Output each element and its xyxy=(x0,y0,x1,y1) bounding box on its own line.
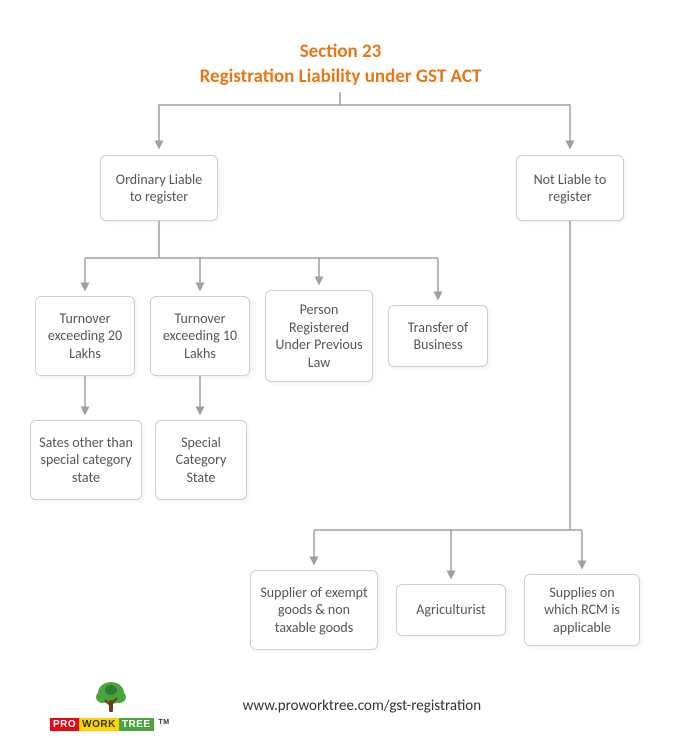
node-transfer-business: Transfer of Business xyxy=(388,305,488,367)
logo-work: WORK xyxy=(79,718,119,731)
node-label: Sates other than special category state xyxy=(39,434,133,487)
node-turnover-20: Turnover exceeding 20 Lakhs xyxy=(35,296,135,376)
footer-url: www.proworktree.com/gst-registration xyxy=(243,697,481,715)
node-previous-law: Person Registered Under Previous Law xyxy=(265,290,373,382)
node-label: Supplies on which RCM is applicable xyxy=(533,584,631,637)
node-label: Turnover exceeding 10 Lakhs xyxy=(159,310,241,363)
node-label: Turnover exceeding 20 Lakhs xyxy=(44,310,126,363)
node-label: Person Registered Under Previous Law xyxy=(274,301,364,371)
node-agriculturist: Agriculturist xyxy=(396,584,506,636)
node-label: Agriculturist xyxy=(416,601,485,619)
page-title: Section 23 Registration Liability under … xyxy=(0,0,681,89)
logo-tree: TREE xyxy=(119,718,154,731)
node-label: Not Liable to register xyxy=(525,171,615,206)
node-label: Supplier of exempt goods & non taxable g… xyxy=(259,584,369,637)
logo-pro: PRO xyxy=(50,718,79,731)
logo-tm: TM xyxy=(156,718,173,731)
tree-icon xyxy=(91,680,131,716)
node-rcm: Supplies on which RCM is applicable xyxy=(524,574,640,646)
node-supplier-exempt: Supplier of exempt goods & non taxable g… xyxy=(250,570,378,650)
logo-text: PROWORKTREETM xyxy=(50,718,173,731)
title-line-2: Registration Liability under GST ACT xyxy=(0,65,681,90)
title-line-1: Section 23 xyxy=(0,40,681,65)
node-sates-other: Sates other than special category state xyxy=(30,420,142,500)
node-turnover-10: Turnover exceeding 10 Lakhs xyxy=(150,296,250,376)
node-not-liable: Not Liable to register xyxy=(516,155,624,221)
footer: PROWORKTREETM www.proworktree.com/gst-re… xyxy=(0,680,681,731)
node-label: Special Category State xyxy=(164,434,238,487)
node-ordinary-liable: Ordinary Liable to register xyxy=(100,155,218,221)
node-label: Transfer of Business xyxy=(397,319,479,354)
logo: PROWORKTREETM xyxy=(50,680,173,731)
node-special-category: Special Category State xyxy=(155,420,247,500)
node-label: Ordinary Liable to register xyxy=(109,171,209,206)
